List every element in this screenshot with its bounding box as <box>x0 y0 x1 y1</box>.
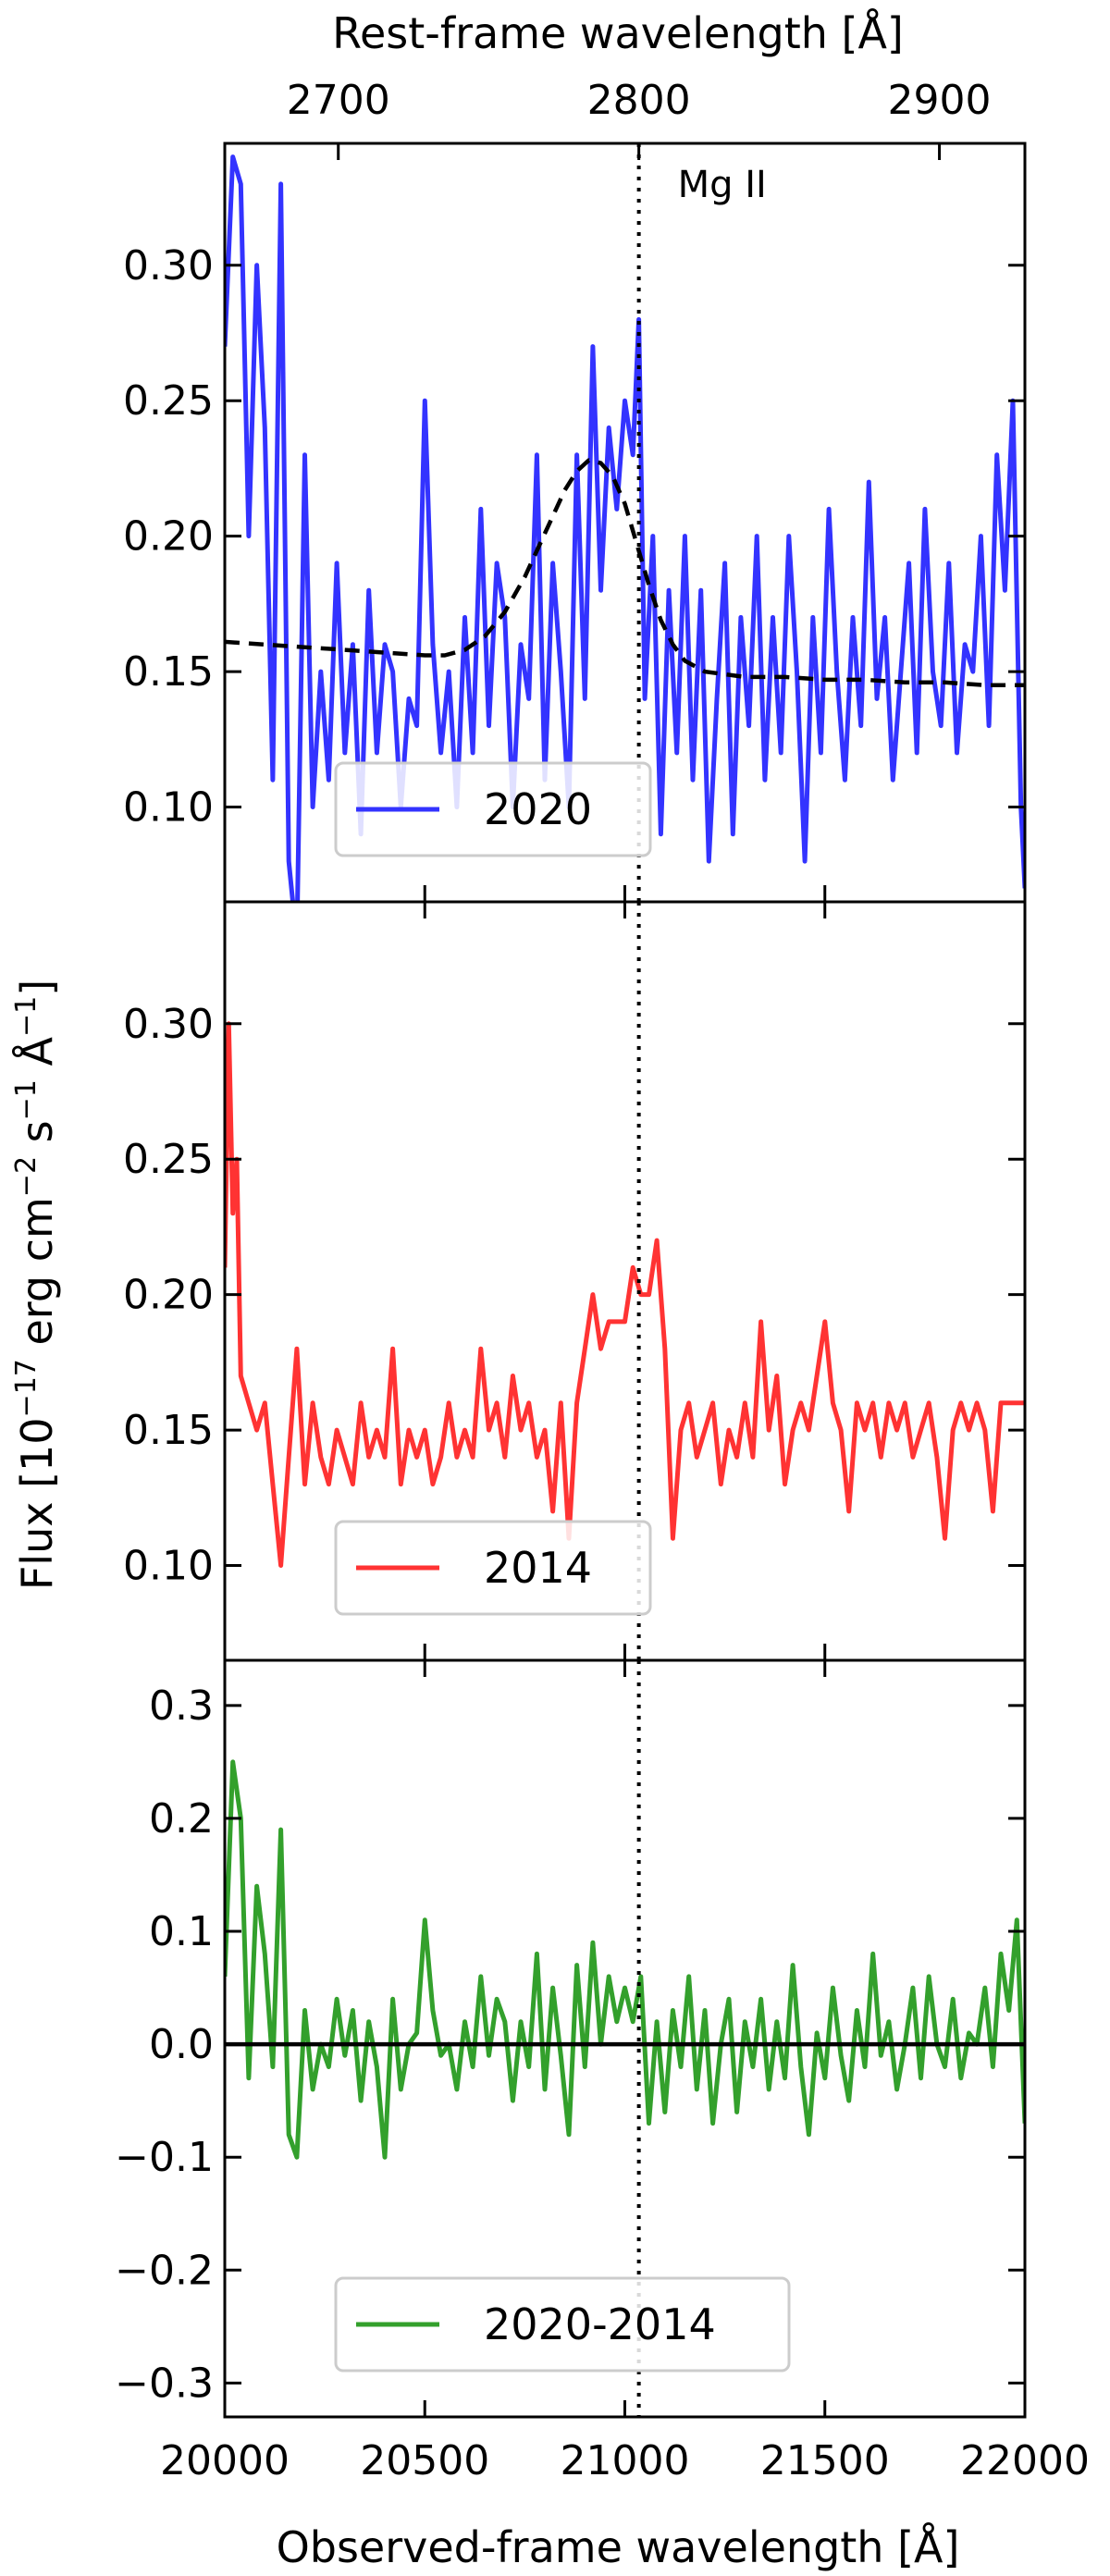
ytick-label: 0.25 <box>123 1136 214 1183</box>
ytick-label: 0.10 <box>123 1543 214 1590</box>
flux-axis-title-exp4: −1 <box>10 996 43 1037</box>
flux-axis-title-mid1: erg cm <box>12 1197 62 1359</box>
panel-data-middle <box>225 1021 1025 1568</box>
observed-frame-axis-title: Observed-frame wavelength [Å] <box>277 2522 960 2572</box>
ytick-label: 0.25 <box>123 377 214 425</box>
xtick-label: 20000 <box>160 2437 290 2484</box>
legend-label: 2020 <box>484 784 592 834</box>
flux-axis-title-mid3: Å <box>12 1036 62 1079</box>
legend-box <box>334 761 652 857</box>
flux-axis-title-end: ] <box>12 980 62 996</box>
ytick-label: −0.1 <box>115 2134 214 2181</box>
legend-label: 2014 <box>484 1543 592 1593</box>
xtick-label: 21000 <box>561 2437 690 2484</box>
ytick-label: 0.15 <box>123 1407 214 1454</box>
rest-frame-axis-title: Rest-frame wavelength [Å] <box>332 8 904 58</box>
flux-axis-title-exp2: −2 <box>10 1156 43 1197</box>
gaussian-fit-curve <box>225 458 1025 687</box>
legend-middle: 2014 <box>334 1520 652 1616</box>
panels-layer: 0.10 0.15 0.20 0.25 0.30 2020 0.10 0.15 0.20 0.25… <box>115 77 1090 2484</box>
rest-tick-label: 2800 <box>587 77 691 124</box>
legend-bottom: 2020-2014 <box>334 2276 791 2373</box>
ytick-label: 0.3 <box>149 1682 214 1730</box>
panel-data-bottom <box>225 1759 1025 2160</box>
ytick-label: 0.20 <box>123 1272 214 1319</box>
legend-box <box>334 1520 652 1616</box>
flux-axis-title-exp1: −17 <box>10 1359 43 1417</box>
xtick-label: 20500 <box>360 2437 489 2484</box>
ytick-label: 0.30 <box>123 1001 214 1048</box>
flux-axis-title-base: Flux [10 <box>12 1417 62 1590</box>
rest-tick-label: 2900 <box>888 77 992 124</box>
panel-middle: 0.10 0.15 0.20 0.25 0.30 2014 <box>123 900 1027 1662</box>
rest-tick-label: 2700 <box>287 77 390 124</box>
ytick-label: −0.3 <box>115 2360 214 2407</box>
ytick-label: 0.30 <box>123 242 214 290</box>
ytick-label: −0.2 <box>115 2247 214 2294</box>
panel-top: 0.10 0.15 0.20 0.25 0.30 2020 <box>123 142 1027 904</box>
series-line-2014 <box>225 1021 1025 1568</box>
legend-top: 2020 <box>334 761 652 857</box>
xtick-label: 22000 <box>960 2437 1090 2484</box>
ytick-label: 0.15 <box>123 648 214 696</box>
legend-box <box>334 2276 791 2373</box>
ytick-label: 0.10 <box>123 784 214 832</box>
panel-bottom: −0.3 −0.2 −0.1 0.0 0.1 0.2 0.3 2020-2014 <box>115 1658 1027 2419</box>
flux-axis-title-exp3: −1 <box>10 1079 43 1120</box>
ytick-label: 0.20 <box>123 513 214 561</box>
flux-axis-title: Flux [10−17 erg cm−2 s−1 Å−1] <box>10 980 62 1590</box>
ytick-label: 0.2 <box>149 1795 214 1843</box>
ytick-label: 0.0 <box>149 2021 214 2068</box>
legend-label: 2020-2014 <box>484 2299 716 2349</box>
mgii-annotation: Mg II <box>678 164 767 206</box>
series-line-2020-2014 <box>225 1759 1025 2160</box>
ytick-label: 0.1 <box>149 1908 214 1955</box>
xtick-label: 21500 <box>760 2437 890 2484</box>
flux-axis-title-mid2: s <box>12 1120 62 1156</box>
